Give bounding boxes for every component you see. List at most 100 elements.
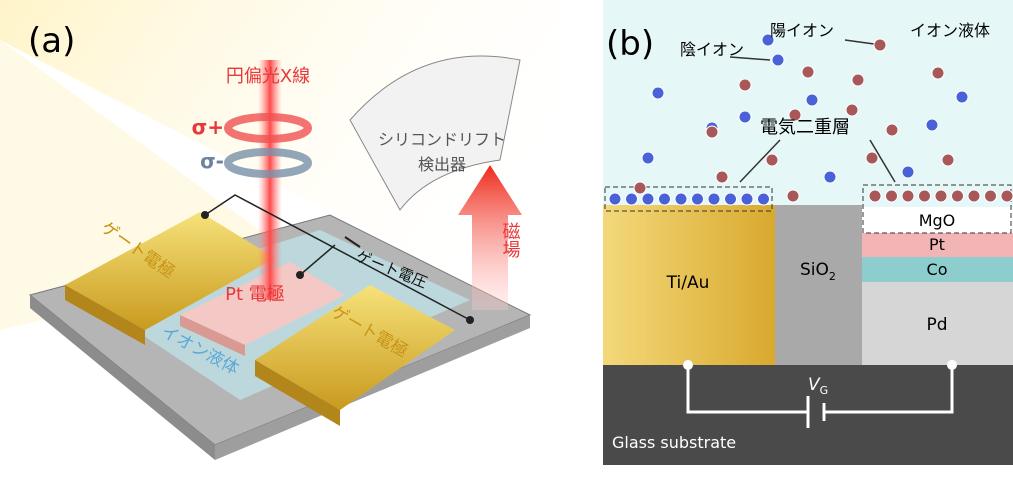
cation	[633, 181, 647, 195]
sio2-sub: 2	[829, 270, 836, 283]
sigma-minus-label: σ-	[200, 149, 224, 173]
sio2-label: SiO2	[800, 260, 836, 283]
edl-box	[862, 184, 1012, 234]
cation	[786, 189, 800, 203]
contact	[466, 316, 474, 324]
pd-layer	[862, 282, 1013, 370]
cation	[738, 78, 752, 92]
edl-cation	[951, 189, 964, 203]
edl-label: 電気二重層	[760, 117, 850, 138]
cation	[873, 38, 887, 52]
base-plate-side	[215, 315, 530, 460]
contact	[683, 360, 693, 370]
detector	[349, 55, 521, 211]
cation	[941, 153, 955, 167]
anion	[805, 93, 819, 107]
cation	[801, 65, 815, 79]
edl-cation	[967, 189, 981, 203]
tiau-label: Ti/Au	[666, 273, 710, 293]
edl-anion	[707, 192, 721, 206]
field-label: 磁場	[500, 222, 521, 259]
gate-electrode	[255, 285, 455, 410]
pt-layer	[862, 233, 1013, 257]
xray-beam	[258, 60, 282, 300]
cation	[885, 123, 899, 137]
glass-label: Glass substrate	[612, 433, 736, 452]
edl-cation	[1000, 189, 1013, 203]
anion	[901, 165, 915, 179]
cation	[715, 170, 729, 184]
gate-electrode-side	[255, 360, 340, 426]
panel-b: (b) 陰イオン 陽イオン イオン液体 電気二重層 MgO Pt Co Ti/A…	[603, 0, 1013, 465]
anion	[925, 118, 939, 132]
cation	[865, 151, 879, 165]
ionic-liquid-label: イオン液体	[910, 21, 990, 40]
anion	[771, 53, 785, 67]
pd-label: Pd	[926, 315, 947, 335]
mgo-layer	[862, 207, 1013, 233]
anion	[761, 33, 775, 47]
vg-label: VG	[808, 375, 828, 397]
cation	[851, 73, 865, 87]
anion	[641, 151, 655, 165]
field-arrow	[458, 165, 522, 310]
cation-label: 陽イオン	[770, 21, 834, 40]
anion	[823, 170, 837, 184]
cation	[845, 103, 859, 117]
mgo-label: MgO	[919, 211, 956, 230]
edl-box	[604, 186, 773, 212]
co-layer	[862, 257, 1013, 282]
pt-electrode-side	[180, 315, 245, 356]
edl-cation	[885, 189, 898, 203]
sigma-plus-ring	[224, 113, 312, 143]
pointer	[729, 39, 896, 183]
edl-anion	[674, 192, 688, 206]
gate-wire	[299, 244, 336, 276]
edl-cation	[868, 189, 882, 203]
sio2-layer	[775, 205, 862, 365]
sigma-plus-label: σ+	[192, 115, 224, 139]
detector-label: シリコンドリフト	[378, 130, 506, 149]
gate-electrode-side	[65, 285, 145, 345]
circuit-wire	[686, 367, 954, 414]
cation	[765, 153, 779, 167]
gate-wire	[204, 194, 471, 321]
edl-cation	[934, 189, 948, 203]
anion-label: 陰イオン	[680, 40, 744, 59]
anion	[738, 110, 752, 124]
edl-anion	[641, 192, 655, 206]
edl-anion	[608, 192, 622, 206]
anion	[651, 86, 665, 100]
anion	[955, 90, 969, 104]
panel-label: (a)	[28, 21, 75, 61]
edl-cation	[901, 189, 915, 203]
edl-anion	[740, 192, 754, 206]
panel-a: (a) 円偏光X線 σ+ σ- シリコンドリフト 検出器 ゲート電極 ゲート電圧…	[0, 0, 560, 460]
tiau-layer	[603, 205, 775, 370]
edl-anion	[691, 192, 704, 206]
edl-anion	[757, 192, 770, 206]
battery-symbol	[344, 236, 361, 248]
pt-label: Pt	[929, 235, 945, 254]
contact	[296, 271, 304, 279]
edl-anion	[724, 192, 737, 206]
co-label: Co	[927, 260, 948, 279]
pt-electrode-label: Pt 電極	[225, 284, 285, 305]
edl-anion	[625, 192, 638, 206]
sio2-base: SiO	[800, 260, 829, 280]
cation	[931, 66, 945, 80]
gate-electrode	[65, 212, 275, 330]
vg-sub: G	[820, 384, 829, 397]
sigma-minus-ring	[224, 148, 312, 178]
detector-label: 検出器	[418, 155, 466, 174]
xray-label: 円偏光X線	[226, 66, 310, 87]
base-plate-side	[30, 295, 215, 460]
edl-cation	[918, 189, 931, 203]
contact	[201, 211, 209, 219]
pt-electrode	[180, 262, 345, 345]
edl-cation	[984, 189, 997, 203]
cation	[705, 125, 719, 139]
contact	[947, 360, 957, 370]
cation	[788, 108, 802, 122]
